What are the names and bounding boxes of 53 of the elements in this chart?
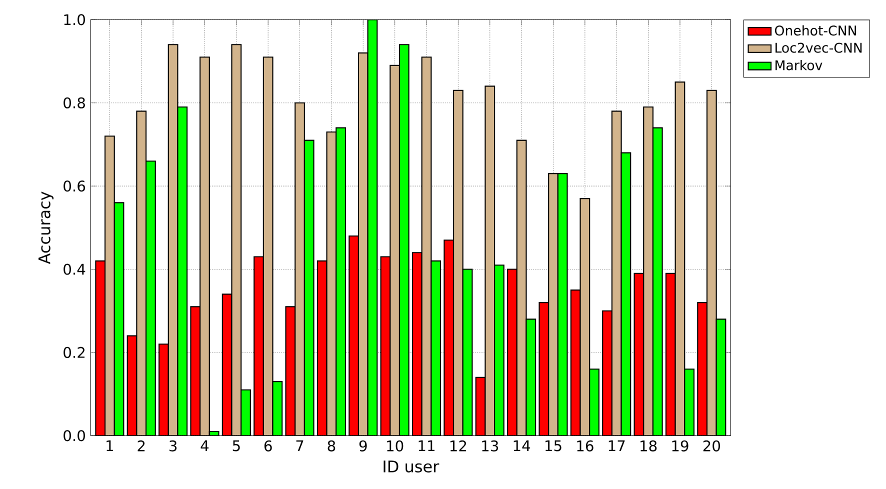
x-tick-label: 5 bbox=[232, 440, 240, 452]
bar bbox=[412, 252, 422, 436]
bar bbox=[548, 173, 558, 436]
bar bbox=[390, 64, 400, 436]
x-tick-label: 9 bbox=[359, 440, 367, 452]
x-tick-label: 17 bbox=[608, 440, 625, 452]
bar bbox=[507, 268, 518, 436]
bar bbox=[358, 52, 368, 436]
x-tick-label: 6 bbox=[264, 440, 272, 452]
legend-label: Onehot-CNN bbox=[774, 25, 856, 36]
x-tick-label: 19 bbox=[672, 440, 688, 452]
y-tick-label: 0.2 bbox=[64, 346, 84, 358]
x-tick-label: 13 bbox=[482, 440, 498, 452]
y-tick-label: 0.4 bbox=[64, 264, 86, 275]
bar bbox=[665, 272, 676, 436]
bar bbox=[444, 240, 454, 436]
bar bbox=[706, 90, 717, 436]
x-tick-label: 18 bbox=[640, 440, 657, 452]
x-axis-title: ID user bbox=[384, 460, 440, 473]
x-tick-label: 8 bbox=[328, 440, 336, 452]
bar bbox=[484, 86, 496, 436]
x-tick-label: 4 bbox=[200, 440, 209, 452]
bar bbox=[452, 90, 464, 436]
y-tick-label: 0.6 bbox=[64, 180, 86, 192]
y-axis-title: Accuracy bbox=[38, 192, 54, 264]
bar bbox=[643, 106, 654, 436]
bar bbox=[200, 56, 210, 436]
x-tick-label: 11 bbox=[418, 440, 434, 452]
bar bbox=[95, 260, 106, 436]
x-tick-label: 7 bbox=[296, 440, 304, 452]
bar bbox=[697, 302, 708, 436]
x-tick-label: 10 bbox=[387, 440, 404, 452]
y-tick-label: 0.8 bbox=[64, 97, 85, 108]
bar bbox=[316, 260, 328, 436]
x-tick-label: 3 bbox=[169, 440, 177, 452]
legend-label: Loc2vec-CNN bbox=[776, 42, 862, 53]
x-tick-label: 12 bbox=[450, 440, 466, 452]
bar bbox=[158, 344, 169, 436]
bar bbox=[602, 310, 612, 436]
x-tick-label: 14 bbox=[514, 440, 530, 452]
bar bbox=[348, 235, 360, 436]
x-tick-label: 16 bbox=[577, 440, 594, 452]
x-tick-label: 20 bbox=[703, 440, 720, 452]
bar bbox=[254, 256, 264, 436]
bar bbox=[136, 110, 147, 436]
bar bbox=[104, 136, 115, 436]
legend-label: Markov bbox=[776, 60, 822, 70]
bar bbox=[294, 102, 305, 436]
x-tick-label: 2 bbox=[138, 440, 145, 452]
x-tick-label: 15 bbox=[546, 440, 562, 452]
x-tick-label: 1 bbox=[106, 440, 113, 452]
y-tick-label: 1.0 bbox=[64, 14, 85, 26]
y-tick-label: 0.0 bbox=[64, 430, 85, 442]
